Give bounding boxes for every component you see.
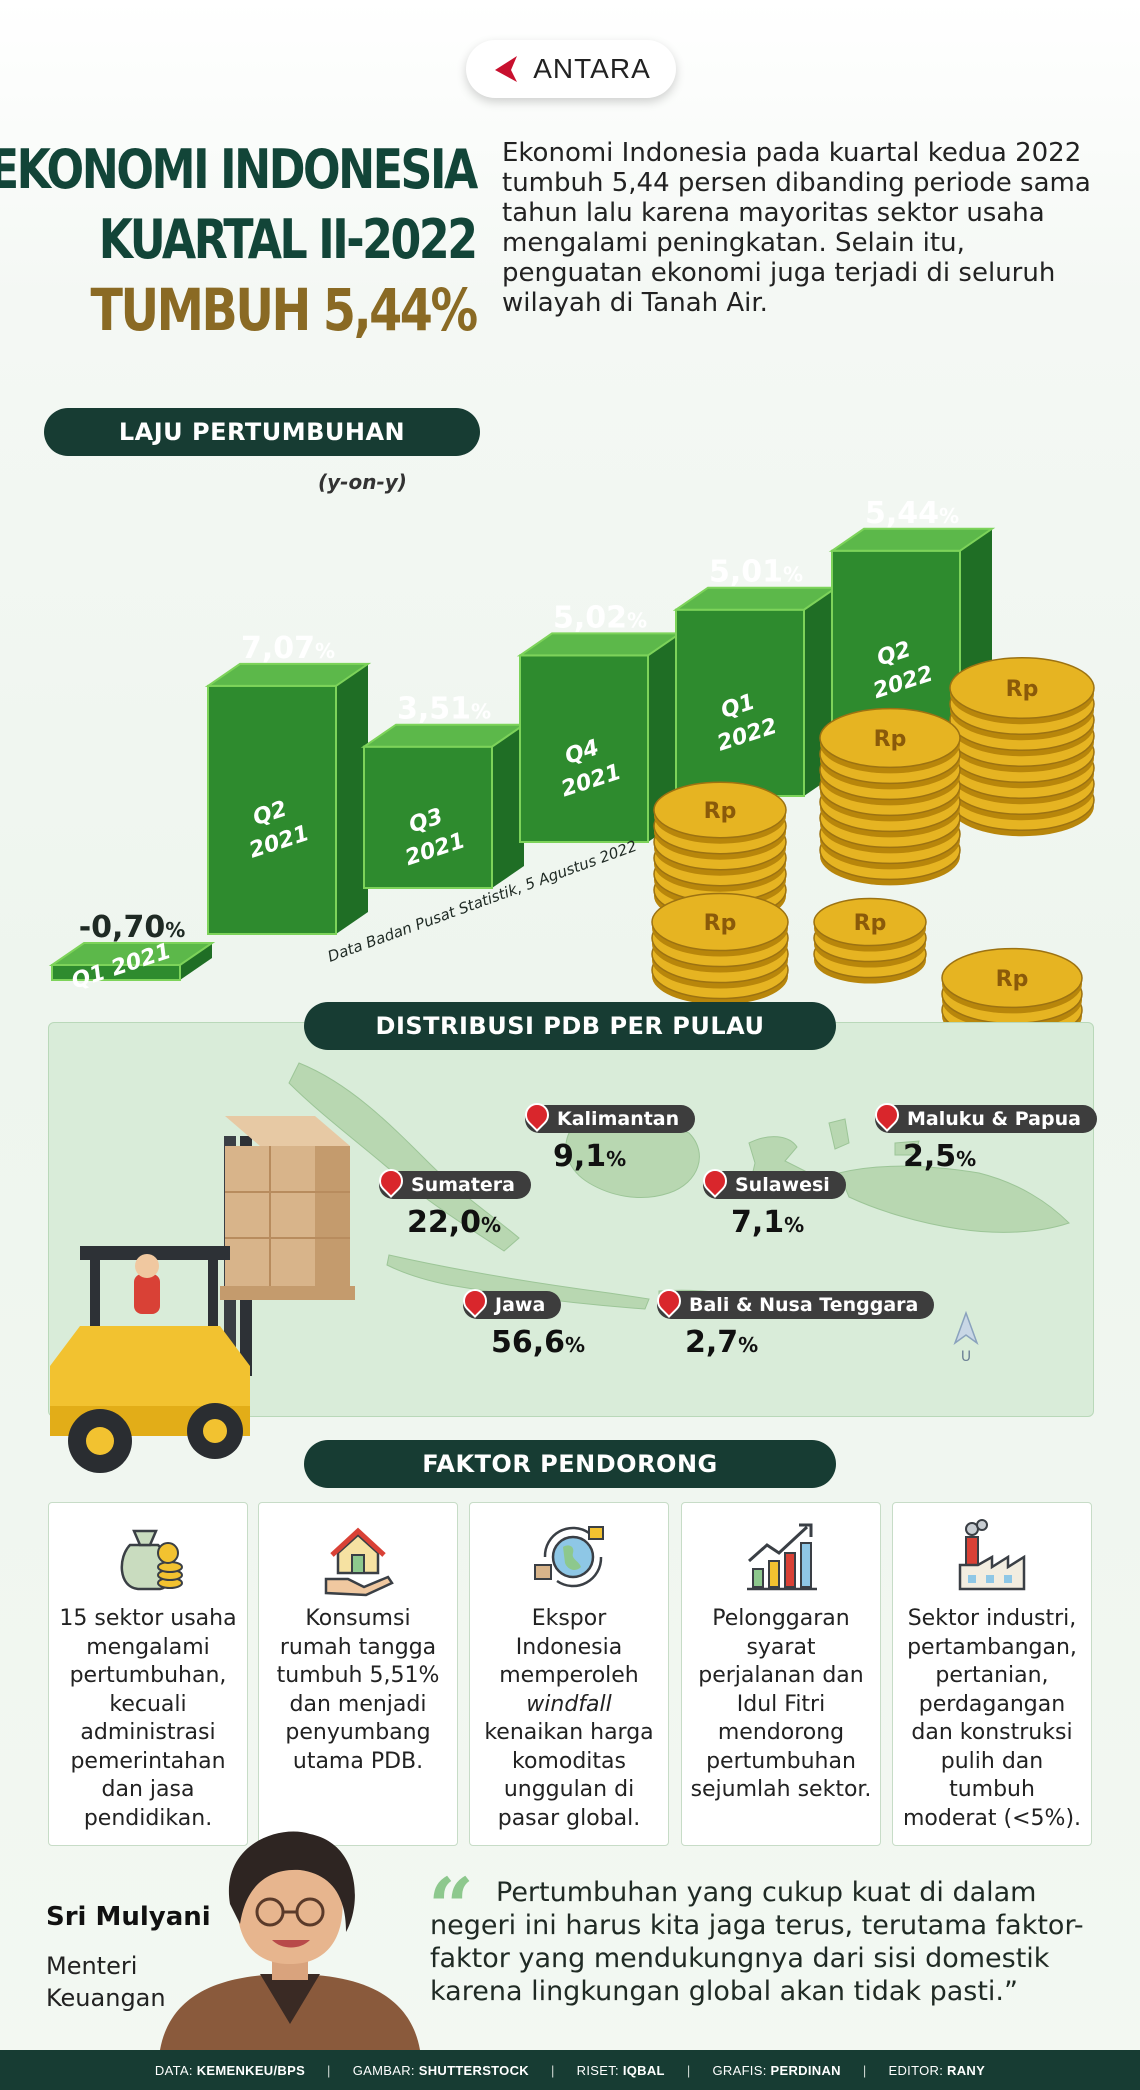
region-maluku-papua-label: Maluku & Papua xyxy=(870,1098,1097,1133)
chart-value-label: 5,02% xyxy=(553,600,647,635)
growth-chart-icon xyxy=(747,1523,817,1591)
factor-card-3: Ekspor Indonesia memperoleh windfall ken… xyxy=(469,1502,669,1846)
compass-arrow-icon xyxy=(953,1310,979,1346)
factors-section-title: FAKTOR PENDORONG xyxy=(304,1440,836,1488)
region-maluku-papua: Maluku & Papua 2,5% xyxy=(870,1098,1097,1174)
quote-text: Pertumbuhan yang cukup kuat di dalam neg… xyxy=(430,1877,1084,2007)
region-sumatera-value: 22,0% xyxy=(407,1205,502,1240)
region-bali-nusa-tenggara-value: 2,7% xyxy=(685,1325,759,1360)
region-maluku-papua-value: 2,5% xyxy=(903,1139,977,1174)
coin-label: Rp xyxy=(704,911,737,936)
coin-icon xyxy=(653,781,787,839)
chart-value-label: -0,70% xyxy=(79,910,186,945)
region-sumatera-label: Sumatera xyxy=(374,1164,531,1199)
factor-text-1: 15 sektor usaha mengalami pertumbuhan, k… xyxy=(59,1606,237,1831)
antara-logo-mark-icon xyxy=(495,56,518,82)
intro-paragraph: Ekonomi Indonesia pada kuartal kedua 202… xyxy=(502,138,1091,318)
indonesia-map-icon xyxy=(288,1062,1070,1310)
credit-data: DATA: KEMENKEU/BPS xyxy=(154,2062,306,2078)
logo-text: ANTARA xyxy=(533,53,651,84)
coin-icon xyxy=(819,707,961,769)
house-hand-icon xyxy=(324,1527,394,1597)
region-sulawesi-value: 7,1% xyxy=(731,1205,805,1240)
region-kalimantan-label: Kalimantan xyxy=(520,1098,696,1133)
region-sulawesi: Sulawesi 7,1% xyxy=(698,1164,846,1240)
antara-logo: ANTARA xyxy=(466,40,676,98)
region-jawa: Jawa 56,6% xyxy=(458,1284,586,1360)
money-bag-icon xyxy=(120,1529,183,1591)
credits-footer: DATA: KEMENKEU/BPS | GAMBAR: SHUTTERSTOC… xyxy=(0,2050,1140,2090)
factor-card-1: 15 sektor usaha mengalami pertumbuhan, k… xyxy=(48,1502,248,1846)
quote-mark-icon: “ xyxy=(428,1860,475,1954)
compass-label: U xyxy=(960,1349,972,1365)
factor-text-5: Sektor industri, pertambangan, pertanian… xyxy=(902,1606,1082,1831)
region-bali-nusa-tenggara: Bali & Nusa Tenggara 2,7% xyxy=(652,1284,935,1360)
headline-line-3: TUMBUH 5,44% xyxy=(90,276,479,344)
headline-line-1: EKONOMI INDONESIA xyxy=(0,138,478,201)
factor-card-5: Sektor industri, pertambangan, pertanian… xyxy=(892,1502,1092,1846)
coin-label: Rp xyxy=(854,911,887,936)
region-sulawesi-label: Sulawesi xyxy=(698,1164,846,1199)
chart-bar xyxy=(672,586,840,798)
forklift-illustration-icon xyxy=(50,1116,355,1473)
coin-label: Rp xyxy=(874,727,907,752)
credit-editor: EDITOR: RANY xyxy=(888,2062,986,2078)
headline-line-2: KUARTAL II-2022 xyxy=(99,208,478,271)
coin-label: Rp xyxy=(1006,677,1039,702)
compass: U xyxy=(951,1310,981,1365)
region-kalimantan: Kalimantan 9,1% xyxy=(520,1098,696,1174)
region-jawa-label: Jawa xyxy=(458,1284,562,1319)
coin-icon xyxy=(941,947,1083,1009)
chart-value-label: 3,51% xyxy=(397,692,491,727)
coin-icon xyxy=(651,892,789,952)
factor-text-4: Pelonggaran syarat perjalanan dan Idul F… xyxy=(690,1606,872,1802)
chart-value-label: 5,44% xyxy=(865,496,959,531)
growth-section-title: LAJU PERTUMBUHAN xyxy=(44,408,480,456)
growth-chart: -0,70%Q1 20217,07%Q220213,51%Q320215,02%… xyxy=(48,496,1095,1030)
region-kalimantan-value: 9,1% xyxy=(553,1139,627,1174)
factor-text-2: Konsumsi rumah tangga tumbuh 5,51% dan m… xyxy=(276,1606,440,1774)
factor-card-2: Konsumsi rumah tangga tumbuh 5,51% dan m… xyxy=(258,1502,458,1846)
coin-label: Rp xyxy=(996,967,1029,992)
credit-graphic: GRAFIS: PERDINAN xyxy=(712,2062,841,2078)
speaker-role: Menteri Keuangan xyxy=(46,1952,166,2012)
coin-icon xyxy=(813,897,927,947)
chart-bar xyxy=(360,723,528,890)
chart-value-label: 5,01% xyxy=(709,555,803,590)
sri-mulyani-portrait xyxy=(160,1831,420,2050)
coin-label: Rp xyxy=(704,799,737,824)
chart-bar xyxy=(204,662,372,935)
factor-text-3: Ekspor Indonesia memperoleh windfall ken… xyxy=(484,1606,654,1831)
chart-bar xyxy=(48,942,216,981)
coin-icon xyxy=(949,657,1095,719)
chart-value-label: 7,07% xyxy=(241,631,335,666)
factor-card-4: Pelonggaran syarat perjalanan dan Idul F… xyxy=(681,1502,881,1846)
credit-image: GAMBAR: SHUTTERSTOCK xyxy=(352,2062,529,2078)
coin-stacks: Rp Rp Rp Rp Rp Rp xyxy=(651,657,1095,1030)
region-sumatera: Sumatera 22,0% xyxy=(374,1164,531,1240)
pdb-section-title: DISTRIBUSI PDB PER PULAU xyxy=(304,1002,836,1050)
region-bali-nusa-tenggara-label: Bali & Nusa Tenggara xyxy=(652,1284,935,1319)
factory-icon xyxy=(958,1519,1026,1591)
globe-export-icon xyxy=(534,1526,604,1588)
region-jawa-value: 56,6% xyxy=(491,1325,586,1360)
growth-note: (y-on-y) xyxy=(318,470,407,494)
chart-bar xyxy=(516,632,684,843)
credit-research: RISET: IQBAL xyxy=(576,2062,665,2078)
speaker-name: Sri Mulyani xyxy=(46,1902,211,1932)
